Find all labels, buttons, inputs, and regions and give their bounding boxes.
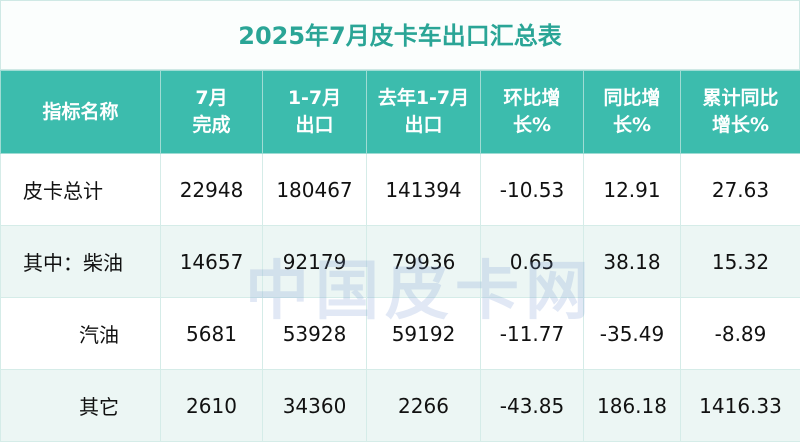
header-cell: 累计同比 增长%	[680, 70, 800, 154]
header-cell: 1-7月 出口	[262, 70, 367, 154]
row-label: 其它	[0, 369, 161, 442]
value-cell: 53928	[262, 297, 367, 370]
table-body: 皮卡总计 22948 180467 141394 -10.53 12.91 27.63 其中：…	[0, 153, 800, 442]
value-cell: -10.53	[480, 153, 584, 226]
header-cell: 同比增 长%	[583, 70, 681, 154]
value-cell: 2266	[366, 369, 481, 442]
value-cell: 0.65	[480, 225, 584, 298]
header-cell: 去年1-7月 出口	[366, 70, 481, 154]
value-cell: -8.89	[680, 297, 800, 370]
value-cell: 141394	[366, 153, 481, 226]
value-cell: 5681	[160, 297, 263, 370]
value-cell: 92179	[262, 225, 367, 298]
export-table: 指标名称 7月 完成 1-7月 出口 去年1-7月 出口 环比增 长% 同比增 长% 累计同…	[0, 70, 800, 442]
table-title: 2025年7月皮卡车出口汇总表	[0, 0, 800, 70]
value-cell: 38.18	[583, 225, 681, 298]
table-row: 其中：柴油 14657 92179 79936 0.65 38.18 15.32	[0, 225, 800, 298]
value-cell: 22948	[160, 153, 263, 226]
value-cell: 180467	[262, 153, 367, 226]
table-row: 皮卡总计 22948 180467 141394 -10.53 12.91 27.63	[0, 153, 800, 226]
value-cell: -11.77	[480, 297, 584, 370]
value-cell: 1416.33	[680, 369, 800, 442]
header-cell: 指标名称	[0, 70, 161, 154]
header-row: 指标名称 7月 完成 1-7月 出口 去年1-7月 出口 环比增 长% 同比增 长% 累计同…	[0, 70, 800, 154]
row-label: 皮卡总计	[0, 153, 161, 226]
value-cell: 27.63	[680, 153, 800, 226]
value-cell: 34360	[262, 369, 367, 442]
value-cell: 186.18	[583, 369, 681, 442]
value-cell: 59192	[366, 297, 481, 370]
value-cell: -43.85	[480, 369, 584, 442]
value-cell: 79936	[366, 225, 481, 298]
row-label: 汽油	[0, 297, 161, 370]
table-row: 汽油 5681 53928 59192 -11.77 -35.49 -8.89	[0, 297, 800, 370]
value-cell: 2610	[160, 369, 263, 442]
value-cell: 14657	[160, 225, 263, 298]
header-cell: 7月 完成	[160, 70, 263, 154]
row-label: 其中：柴油	[0, 225, 161, 298]
value-cell: 12.91	[583, 153, 681, 226]
table-row: 其它 2610 34360 2266 -43.85 186.18 1416.33	[0, 369, 800, 442]
header-cell: 环比增 长%	[480, 70, 584, 154]
value-cell: -35.49	[583, 297, 681, 370]
value-cell: 15.32	[680, 225, 800, 298]
